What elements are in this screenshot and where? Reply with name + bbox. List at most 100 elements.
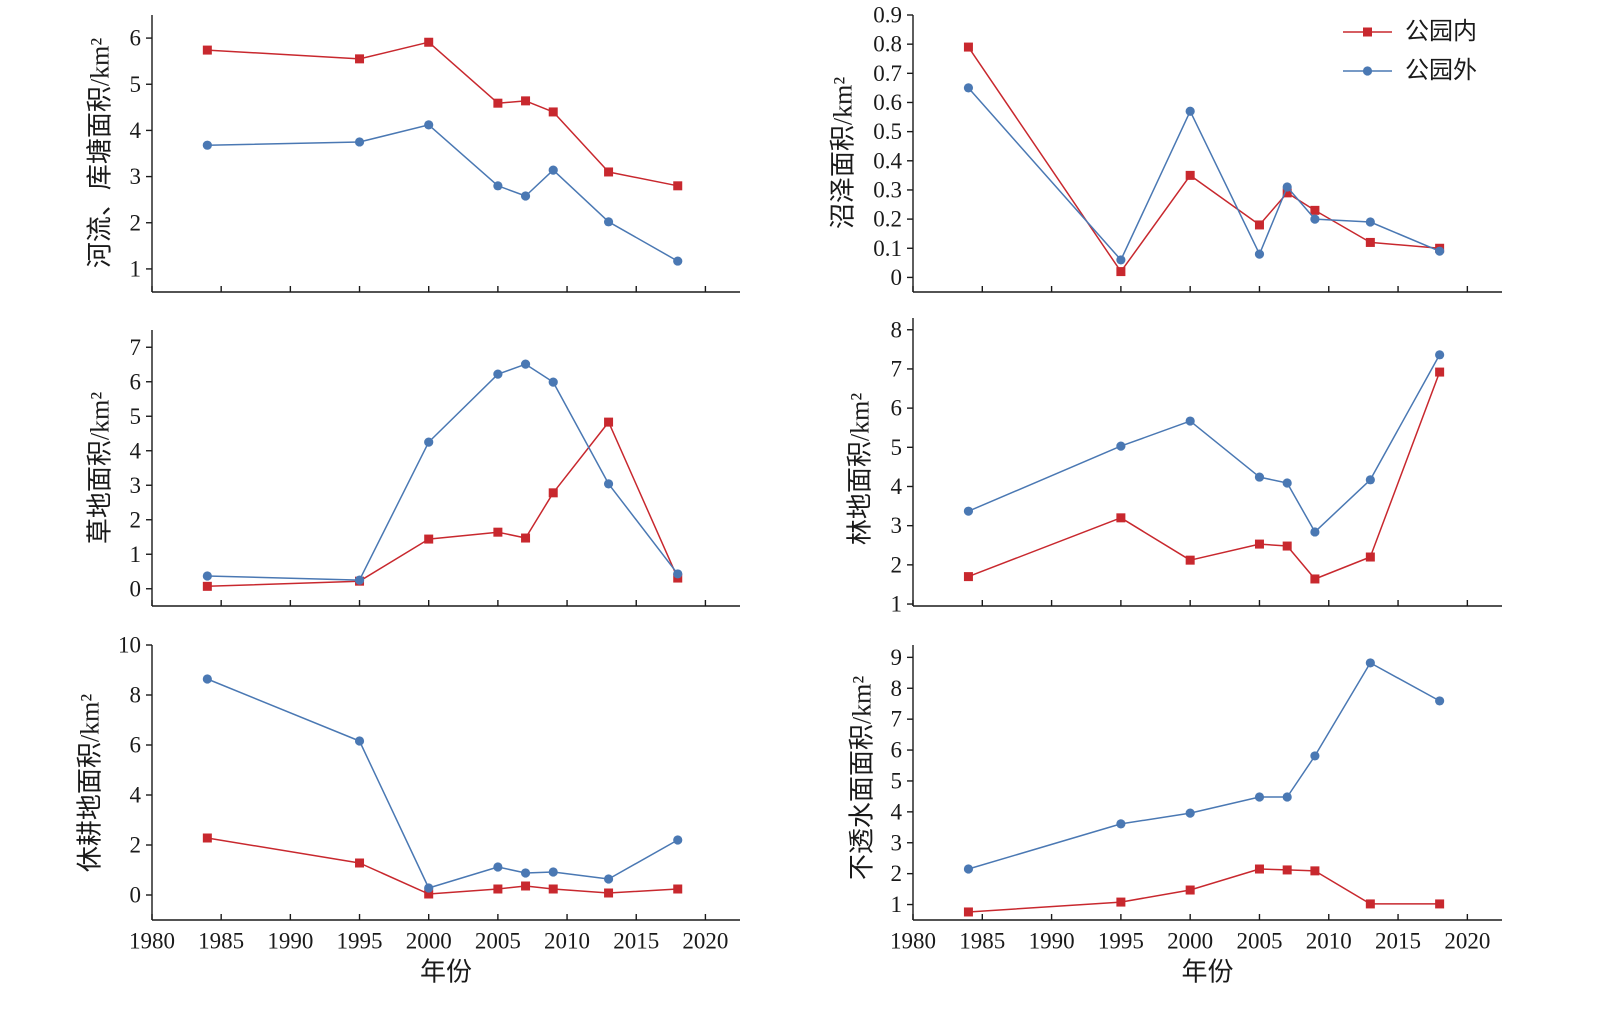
panel-1-y-tick-label: 5 [130,72,142,97]
panel-3-y-tick-label: 5 [130,404,142,429]
panel-5-x-tick-label: 1980 [129,929,175,954]
panel-5-series-2-point-5 [520,868,531,878]
panel-6-series-1-point-7 [1365,899,1375,909]
panel-4-series-2-point-4 [1254,472,1265,482]
panel-5-series-2-point-3 [424,883,434,893]
panel-3-series-2-point-7 [603,479,614,489]
panel-5-series-1-point-7 [604,888,614,898]
panel-4-series-2-point-6 [1310,527,1320,537]
panel-1-series-2-point-3 [424,120,434,130]
panel-2-series-2-point-5 [1282,182,1292,192]
panel-4-series-2-point-2 [1116,441,1126,451]
panel-6-series-1-point-4 [1254,864,1264,874]
panel-4-series-2 [963,350,1445,537]
panel-1-series-2-point-5 [520,191,531,201]
panel-6-x-tick-label: 1985 [959,929,1005,954]
panel-6-series-2-point-5 [1282,792,1292,802]
panel-2-series-2-point-6 [1310,214,1320,224]
panel-6-series-1-line [968,868,1440,913]
panel-2-y-tick-label: 0.4 [873,148,902,173]
panel-6-y-tick-label: 6 [891,738,903,763]
panel-5-series-2 [202,674,683,893]
panel-5-x-tick-label: 1990 [267,929,313,954]
panel-5-y-tick-label: 10 [118,633,141,658]
panel-6-y-tick-label: 8 [891,676,903,701]
panel-4-series-1 [963,367,1445,584]
panel-2-series-1-point-4 [1254,220,1264,230]
panel-4-series-1-point-5 [1282,541,1292,551]
panel-4-y-tick-label: 3 [891,513,903,538]
panel-3-y-tick-label: 6 [130,369,142,394]
panel-6-series-1-point-6 [1310,866,1320,876]
panel-1-y-tick-label: 2 [130,210,142,235]
panel-3-series-2 [202,359,683,585]
panel-1-y-tick-label: 3 [130,164,142,189]
panel-5-x-tick-label: 2000 [406,929,452,954]
panel-3-y-tick-label: 7 [130,335,142,360]
panel-5-series-2-point-6 [548,867,558,877]
panel-4-series-2-point-1 [963,506,974,516]
panel-3-y-axis-label: 草地面积/km² [86,392,115,544]
panel-4-series-2-point-8 [1435,350,1445,360]
panel-6-y-tick-label: 2 [891,861,903,886]
legend-label: 公园内 [1405,18,1477,45]
panel-6-series-1 [963,864,1445,917]
panel-5-x-tick-label: 1985 [198,929,244,954]
panel-1-series-1-point-7 [604,167,614,177]
panel-5-x-tick-label: 1995 [337,929,383,954]
panel-4-y-axis-label: 林地面积/km² [846,393,875,545]
panel-6-series-1-point-1 [963,907,973,917]
panel-4-series-2-point-3 [1185,416,1195,426]
panel-5-y-axis-label: 休耕地面积/km² [76,694,105,872]
legend-label: 公园外 [1405,57,1477,84]
panel-1-series-1-point-3 [424,37,434,47]
panel-2-series-1-point-3 [1185,170,1195,180]
panel-1-series-2-point-6 [548,165,558,175]
panel-6: 1 2 3 4 5 6 7 8 9 1980 1985 1990 1995 2000 2005 2010 201… [848,645,1502,987]
panel-4-series-2-point-5 [1282,478,1292,488]
panel-3-y-tick-label: 2 [130,507,142,532]
panel-1-series-2 [202,120,683,266]
panel-5-x-tick-label: 2010 [544,929,590,954]
panel-1-series-2-line [207,124,679,262]
panel-3-series-1-point-7 [604,417,614,427]
panel-6-series-1-point-2 [1116,897,1126,907]
panel-4-series-1-point-1 [963,572,973,582]
panel-3-series-2-point-3 [424,437,434,447]
panel-2: 0 0.1 0.2 0.3 0.4 0.5 0.6 0.7 0.8 0.9 沼泽面积/km² 公园内公… [829,3,1502,293]
panel-5-y-tick-label: 8 [130,683,142,708]
panel-4-y-tick-label: 2 [891,552,903,577]
panel-2-y-tick-label: 0.7 [873,61,902,86]
panel-2-series-1-line [967,46,1440,273]
panel-5-series-1-line [207,837,678,895]
panel-4-series-1-line [968,371,1441,580]
panel-5-x-axis-label: 年份 [420,958,472,987]
panel-2-series-2-point-4 [1254,249,1265,259]
panel-6-y-tick-label: 9 [891,645,903,670]
panel-3-series-2-point-1 [202,571,212,581]
panel-6-series-2-point-2 [1116,819,1126,829]
panel-4-series-2-line [968,354,1441,533]
panel-5-y-tick-label: 6 [130,733,142,758]
panel-4: 1 2 3 4 5 6 7 8 林地面积/km² [846,317,1502,617]
panel-2-y-tick-label: 0.9 [873,3,902,28]
panel-2-series-1 [963,42,1445,277]
panel-6-x-tick-label: 1980 [890,929,936,954]
panel-6-series-2-point-3 [1185,808,1195,818]
panel-4-y-tick-label: 7 [891,356,903,381]
panel-4-series-1-point-3 [1185,555,1195,565]
panel-1-series-2-point-4 [493,181,503,191]
panel-6-series-2-point-7 [1365,658,1375,668]
panel-2-series-1-point-7 [1365,237,1375,247]
panel-5-x-tick-label: 2005 [475,929,521,954]
panel-2-series-2-point-3 [1185,106,1195,116]
panel-1-y-tick-label: 4 [130,118,142,143]
panel-1-series-1-line [207,41,678,187]
panel-2-y-tick-label: 0.5 [873,119,902,144]
panel-1-series-1-point-2 [355,54,365,64]
panel-4-y-tick-label: 1 [891,592,903,617]
panel-5-series-1-point-5 [521,881,531,891]
panel-6-y-tick-label: 3 [891,830,903,855]
